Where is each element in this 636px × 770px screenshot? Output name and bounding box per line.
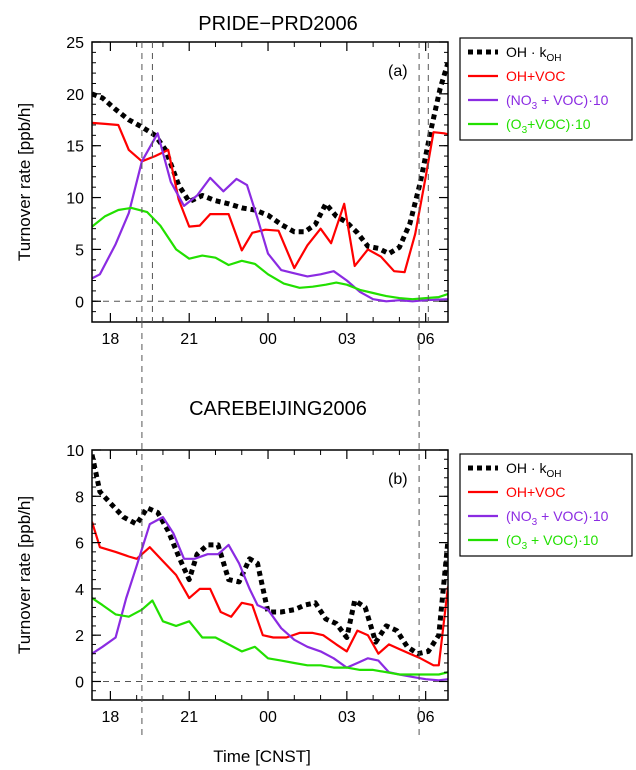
legend-entry-2: (NO3 + VOC)·10 — [506, 92, 609, 112]
panel-a: PRIDE−PRD2006 0 5 10 15 20 25 18 21 00 03 06 Turnove… — [15, 13, 633, 348]
x-axis-label: Time [CNST] — [213, 747, 311, 766]
y-axis-label: Turnover rate [ppb/h] — [15, 103, 34, 261]
legend-entry-1: OH+VOC — [506, 484, 566, 500]
series-line-3 — [92, 597, 448, 676]
series-group — [92, 61, 448, 303]
y-tick-label: 5 — [75, 242, 84, 259]
series-line-1 — [92, 121, 448, 274]
y-tick-label: 6 — [75, 536, 84, 553]
x-tick-label: 03 — [338, 331, 356, 348]
y-tick-label: 4 — [75, 582, 84, 599]
legend-entry-1: OH+VOC — [506, 68, 566, 84]
y-tick-label: 15 — [66, 139, 84, 156]
x-tick-label: 21 — [180, 709, 198, 726]
y-tick-label: 20 — [66, 87, 84, 104]
vertical-reference-lines — [141, 42, 429, 740]
panel-label: (a) — [388, 63, 408, 80]
x-tick-label: 18 — [101, 331, 119, 348]
x-tick-label: 03 — [338, 709, 356, 726]
chart-title: PRIDE−PRD2006 — [198, 13, 358, 35]
legend-entry-3: (O3 + VOC)·10 — [506, 532, 599, 552]
plot-frame — [91, 449, 449, 701]
series-line-0 — [92, 61, 448, 257]
series-line-1 — [92, 521, 448, 667]
series-line-2 — [92, 516, 448, 682]
y-tick-label: 0 — [75, 674, 84, 691]
series-group — [92, 454, 448, 682]
chart-title: CAREBEIJING2006 — [189, 398, 367, 420]
y-tick-label: 25 — [66, 35, 84, 52]
y-tick-label: 8 — [75, 489, 84, 506]
x-tick-label: 06 — [417, 709, 435, 726]
panel-label: (b) — [388, 471, 408, 488]
legend-entry-3: (O3+VOC)·10 — [506, 116, 591, 136]
y-tick-label: 10 — [66, 191, 84, 208]
y-tick-label: 10 — [66, 443, 84, 460]
series-line-2 — [92, 132, 448, 303]
x-tick-label: 06 — [417, 331, 435, 348]
x-tick-label: 21 — [180, 331, 198, 348]
x-tick-label: 18 — [101, 709, 119, 726]
legend-entry-2: (NO3 + VOC)·10 — [506, 508, 609, 528]
x-tick-label: 00 — [259, 331, 277, 348]
plot-frame — [91, 41, 449, 323]
x-tick-label: 00 — [259, 709, 277, 726]
y-axis-label: Turnover rate [ppb/h] — [15, 496, 34, 654]
panel-b: CAREBEIJING2006 0 2 4 6 8 10 18 21 00 03 06 Turnover… — [15, 398, 633, 726]
y-tick-label: 0 — [75, 294, 84, 311]
y-tick-label: 2 — [75, 628, 84, 645]
series-line-3 — [92, 206, 448, 301]
